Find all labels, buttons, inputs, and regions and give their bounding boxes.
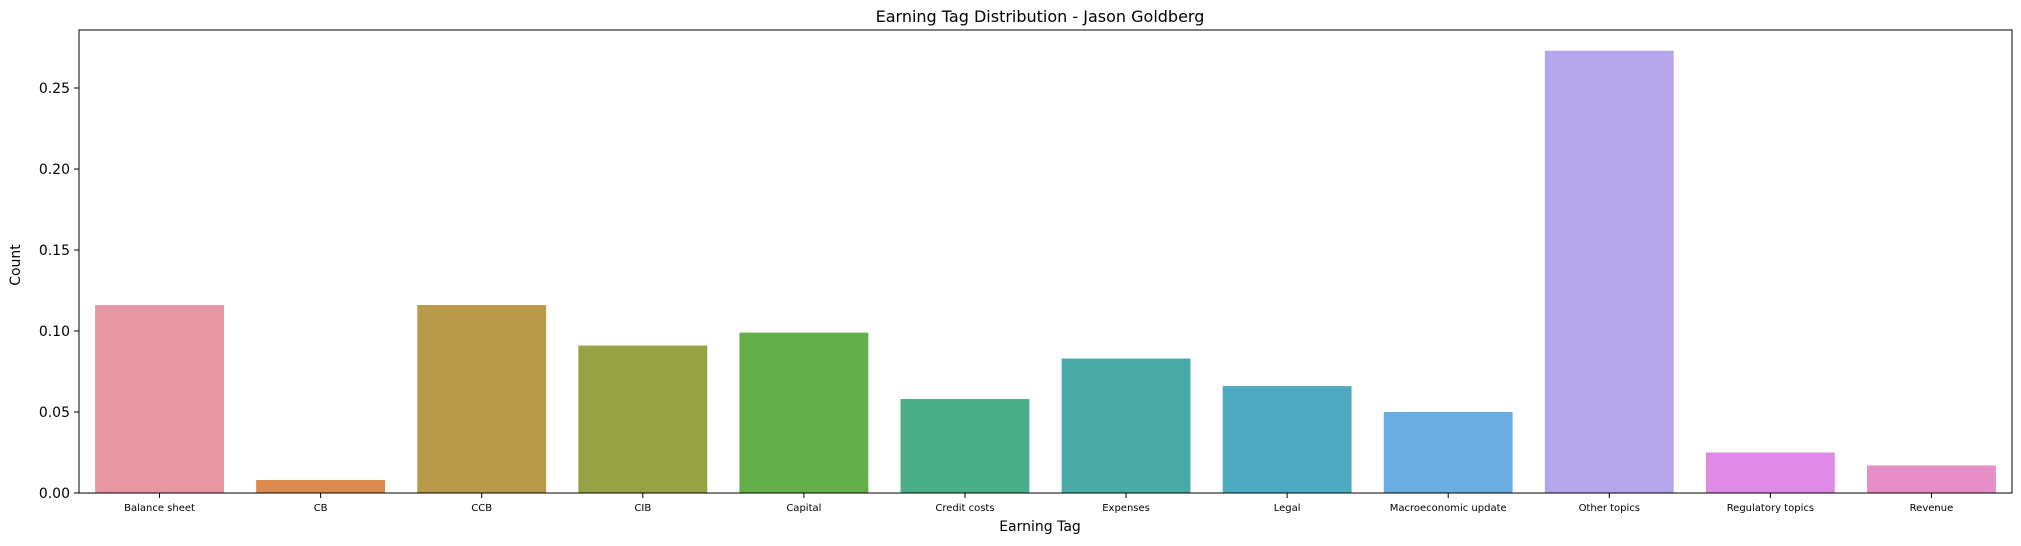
x-tick-label: CCB	[471, 503, 492, 514]
x-tick-label: Balance sheet	[124, 503, 195, 514]
bar-revenue	[1867, 465, 1996, 493]
y-axis: 0.00 0.05 0.10 0.15 0.20 0.25	[39, 81, 79, 502]
chart-title: Earning Tag Distribution - Jason Goldber…	[876, 7, 1205, 26]
y-tick-label: 0.15	[39, 243, 70, 259]
bar-ccb	[417, 305, 547, 493]
x-tick-label: Credit costs	[935, 503, 994, 514]
bar-expenses	[1061, 358, 1191, 493]
x-tick-label: CB	[314, 503, 328, 514]
x-tick-label: Regulatory topics	[1727, 503, 1814, 514]
x-tick-label: Capital	[786, 503, 821, 514]
x-tick-label: Revenue	[1910, 503, 1954, 514]
x-tick-label: Expenses	[1102, 503, 1150, 514]
y-tick-label: 0.10	[39, 324, 70, 340]
bar-capital	[739, 332, 869, 493]
bar-legal	[1222, 386, 1352, 493]
x-tick-label: Legal	[1274, 503, 1301, 514]
bar-balance-sheet	[95, 305, 224, 493]
x-axis-label: Earning Tag	[999, 519, 1081, 535]
x-tick-label: CIB	[634, 503, 651, 514]
bar-regulatory-topics	[1705, 452, 1835, 493]
y-tick-label: 0.25	[39, 81, 70, 97]
y-tick-label: 0.20	[39, 162, 70, 178]
x-tick-label: Macroeconomic update	[1390, 503, 1507, 514]
bar-credit-costs	[900, 399, 1030, 493]
y-tick-label: 0.05	[39, 405, 70, 421]
bar-cb	[256, 480, 386, 493]
bar-cib	[578, 345, 708, 493]
plot-frame	[78, 29, 2013, 494]
y-axis-label: Count	[8, 244, 24, 286]
x-tick-label: Other topics	[1579, 503, 1640, 514]
x-axis: Balance sheet CB CCB CIB Capital Credit costs…	[124, 493, 1953, 514]
bar-other-topics	[1544, 50, 1674, 494]
bars	[95, 50, 1996, 494]
bar-macroeconomic-update	[1383, 411, 1513, 493]
y-tick-label: 0.00	[39, 486, 70, 502]
